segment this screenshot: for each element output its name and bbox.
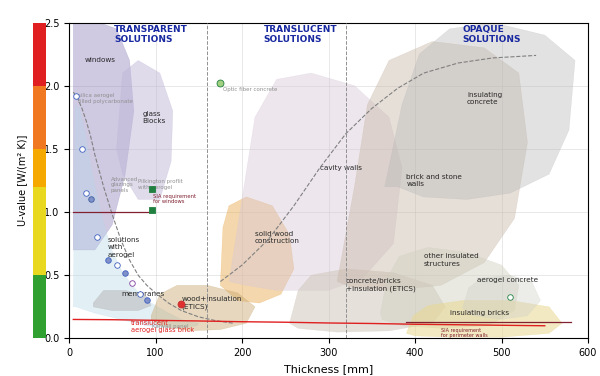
Text: Optic fiber concrete: Optic fiber concrete	[223, 87, 277, 92]
Text: OPAQUE
SOLUTIONS: OPAQUE SOLUTIONS	[463, 25, 521, 44]
Bar	[33, 23, 46, 86]
Text: Advanced
glazings
panels: Advanced glazings panels	[110, 177, 138, 193]
Text: TRANSLUCENT
SOLUTIONS: TRANSLUCENT SOLUTIONS	[263, 25, 337, 44]
Polygon shape	[116, 61, 173, 199]
Text: brick and stone
walls: brick and stone walls	[406, 174, 462, 187]
Bar	[33, 86, 46, 149]
Polygon shape	[406, 300, 562, 337]
Text: SIA requirement
for windows: SIA requirement for windows	[153, 194, 196, 205]
Text: aerogel concrete: aerogel concrete	[477, 277, 538, 283]
Polygon shape	[385, 23, 575, 199]
Text: concrete/bricks
+insulation (ETICS): concrete/bricks +insulation (ETICS)	[346, 278, 416, 292]
Text: SIA requirement
for perimeter walls: SIA requirement for perimeter walls	[441, 327, 488, 338]
Text: insulating bricks: insulating bricks	[449, 310, 509, 316]
Text: glass
Blocks: glass Blocks	[143, 111, 166, 124]
Polygon shape	[229, 73, 402, 290]
Text: silica aerogel
filled polycarbonate: silica aerogel filled polycarbonate	[77, 93, 133, 104]
Text: translucent
aerogel glass brick: translucent aerogel glass brick	[131, 320, 194, 334]
Text: Kalwall panel: Kalwall panel	[152, 324, 188, 329]
Bar	[33, 275, 46, 338]
Text: wood+insulation
(ETICS): wood+insulation (ETICS)	[181, 296, 242, 310]
Bar	[33, 187, 46, 275]
Polygon shape	[93, 290, 151, 311]
Text: cavity walls: cavity walls	[320, 165, 362, 171]
Text: solutions
with
aerogel: solutions with aerogel	[108, 237, 140, 258]
X-axis label: Thickness [mm]: Thickness [mm]	[284, 364, 373, 374]
Polygon shape	[290, 269, 445, 332]
Polygon shape	[220, 197, 294, 303]
Text: insulating
concrete: insulating concrete	[467, 92, 502, 105]
Text: Pilkington proflit
with aerogel: Pilkington proflit with aerogel	[138, 179, 183, 190]
Y-axis label: U-value [W/(m² K)]: U-value [W/(m² K)]	[17, 135, 28, 226]
Text: windows: windows	[85, 58, 116, 64]
Text: TRANSPARENT
SOLUTIONS: TRANSPARENT SOLUTIONS	[114, 25, 188, 44]
Bar	[33, 149, 46, 187]
Text: membranes: membranes	[121, 291, 164, 297]
Text: other insulated
structures: other insulated structures	[424, 253, 478, 267]
Polygon shape	[463, 275, 541, 320]
Polygon shape	[380, 247, 519, 328]
Text: solid wood
construction: solid wood construction	[255, 230, 300, 244]
Polygon shape	[151, 285, 255, 331]
Polygon shape	[73, 23, 134, 250]
Polygon shape	[337, 41, 527, 290]
Polygon shape	[73, 105, 199, 328]
